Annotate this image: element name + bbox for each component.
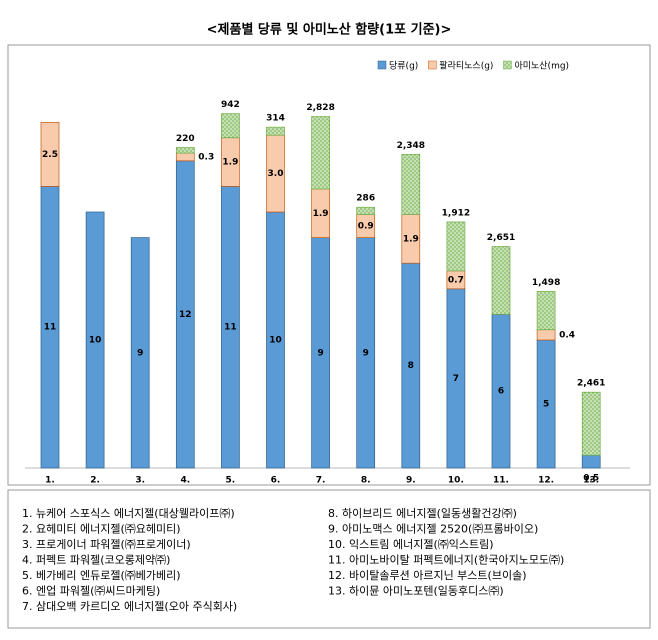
- value-label: 942: [221, 100, 240, 110]
- legend-swatch: [503, 60, 512, 70]
- x-tick-label: 1.: [45, 476, 55, 486]
- value-label: 6: [498, 387, 504, 397]
- legend-label: 아미노산(mg): [514, 61, 569, 72]
- value-label: 10: [89, 336, 102, 346]
- chart-title: <제품별 당류 및 아미노산 함량(1포 기준)>: [207, 22, 452, 38]
- value-label: 2.5: [42, 150, 58, 160]
- product-note: 5. 베가베리 엔듀로젤(㈜베가베리): [22, 569, 181, 582]
- bar-segment: [130, 237, 150, 469]
- bar-segment: [536, 329, 556, 341]
- bar-segment: [536, 291, 556, 331]
- bar-segment: [491, 246, 511, 315]
- bar-segment: [175, 152, 195, 162]
- value-label: 11: [224, 323, 237, 333]
- x-tick-label: 2.: [90, 476, 100, 486]
- value-label: 2,348: [397, 141, 425, 151]
- bar-segment: [581, 391, 601, 456]
- value-label: 0.9: [358, 222, 374, 232]
- product-note: 11. 아미노바이탈 퍼펙트에너지(한국아지노모도㈜): [328, 554, 564, 567]
- x-tick-label: 7.: [316, 476, 326, 486]
- bar-segment: [40, 122, 60, 187]
- value-label: 1.9: [313, 209, 329, 219]
- product-note: 6. 엔업 파워젤(㈜씨드마케팅): [22, 585, 160, 598]
- bar-segment: [356, 206, 376, 215]
- value-label: 9: [363, 348, 369, 358]
- x-tick-label: 8.: [361, 476, 371, 486]
- product-note: 3. 프로게이너 파워젤(㈜프로게이너): [22, 538, 191, 551]
- value-label: 5: [543, 400, 549, 410]
- notes-frame: [7, 489, 651, 629]
- x-tick-label: 5.: [226, 476, 236, 486]
- bar-segment: [175, 147, 195, 154]
- value-label: 0.7: [448, 275, 464, 285]
- value-label: 8: [408, 361, 414, 371]
- legend-label: 당류(g): [389, 61, 418, 72]
- bar-segment: [581, 454, 601, 469]
- value-label: 9: [137, 348, 143, 358]
- value-label: 3.0: [268, 169, 284, 179]
- value-label: 286: [356, 194, 375, 204]
- value-label: 1,912: [442, 208, 470, 218]
- value-label: 314: [266, 114, 285, 124]
- bar-segment: [266, 126, 285, 136]
- x-tick-label: 13.: [583, 476, 599, 486]
- value-label: 1,498: [532, 278, 560, 288]
- value-label: 0.4: [559, 330, 575, 340]
- value-label: 9: [317, 348, 323, 358]
- bar-segment: [401, 154, 421, 215]
- x-tick-label: 10.: [448, 476, 464, 486]
- x-tick-label: 3.: [135, 476, 145, 486]
- value-label: 220: [176, 134, 195, 144]
- product-note: 1. 뉴케어 스포식스 에너지젤(대상웰라이프㈜): [22, 507, 235, 520]
- x-tick-label: 4.: [180, 476, 190, 486]
- legend-label: 팔라티노스(g): [439, 60, 493, 72]
- product-note: 13. 하이뮨 아미노포텐(일동후디스㈜): [328, 584, 504, 598]
- plot-frame: [7, 44, 651, 486]
- value-label: 10: [269, 336, 282, 346]
- bar-segment: [85, 211, 105, 469]
- product-note: 8. 하이브리드 에너지젤(일동생활건강㈜): [328, 506, 517, 520]
- product-note: 12. 바이탈솔루션 아르지닌 부스트(브이솔): [328, 569, 527, 582]
- value-label: 0.5: [583, 474, 599, 484]
- value-label: 11: [44, 323, 57, 333]
- product-note: 9. 아미노맥스 에너지젤 2520(㈜프롬바이오): [328, 523, 538, 536]
- value-label: 0.3: [198, 152, 214, 162]
- legend-swatch: [377, 60, 387, 70]
- value-label: 1.9: [222, 158, 238, 168]
- bar-segment: [446, 221, 466, 272]
- value-label: 7: [453, 374, 459, 384]
- legend-swatch: [428, 60, 437, 70]
- value-label: 2,461: [577, 379, 605, 389]
- product-note: 7. 삼대오백 카르디오 에너지젤(오아 주식회사): [22, 600, 237, 613]
- product-note: 2. 요헤미티 에너지젤(㈜요헤미티): [22, 523, 181, 536]
- product-note: 4. 퍼펙트 파워젤(코오롱제약㈜): [22, 553, 170, 567]
- value-label: 2,828: [306, 103, 334, 113]
- bar-segment: [221, 113, 240, 139]
- value-label: 1.9: [403, 234, 419, 244]
- product-note: 10. 익스트림 에너지젤(㈜익스트림): [328, 538, 494, 551]
- value-label: 2,651: [487, 233, 515, 243]
- value-label: 12: [179, 310, 192, 320]
- x-tick-label: 11.: [493, 476, 509, 486]
- x-tick-label: 9.: [406, 476, 416, 486]
- x-tick-label: 12.: [538, 476, 554, 486]
- bar-segment: [311, 116, 330, 190]
- x-tick-label: 6.: [271, 476, 281, 486]
